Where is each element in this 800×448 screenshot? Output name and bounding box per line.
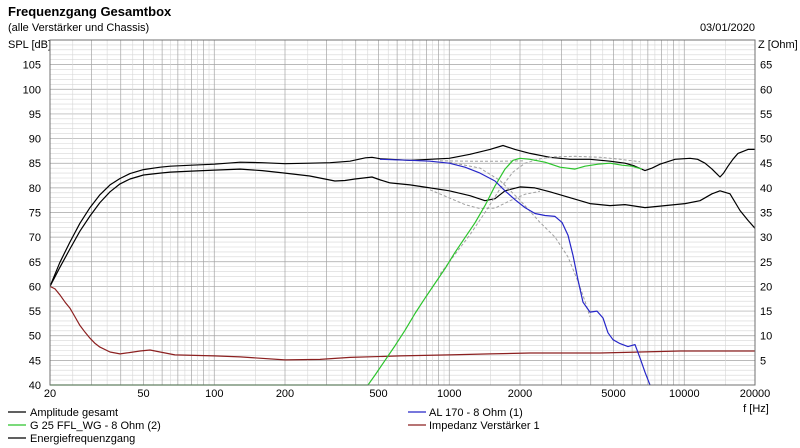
y-tick-label: 40 [29, 380, 41, 392]
x-tick-label: 20 [44, 388, 56, 400]
y2-axis-label: Z [Ohm] [758, 39, 798, 51]
y2-tick-label: 20 [760, 281, 772, 293]
y2-tick-label: 55 [760, 109, 772, 121]
x-tick-label: 5000 [601, 388, 625, 400]
x-tick-label: 200 [276, 388, 294, 400]
chart-title: Frequenzgang Gesamtbox [8, 4, 172, 19]
y2-tick-label: 50 [760, 134, 772, 146]
legend-item-g-25: G 25 FFL_WG - 8 Ohm (2) [8, 420, 161, 432]
legend-item-al-170: AL 170 - 8 Ohm (1) [408, 407, 523, 419]
tick-labels: 20 50 100 200 500 1000 2000 5000 10000 2000010510… [23, 60, 773, 400]
y2-tick-label: 15 [760, 306, 772, 318]
y2-tick-label: 45 [760, 158, 772, 170]
legend-label: Impedanz Verstärker 1 [429, 420, 540, 432]
series-line-dashed-7 [429, 189, 541, 210]
y2-tick-label: 30 [760, 232, 772, 244]
y-tick-label: 70 [29, 232, 41, 244]
x-tick-label: 100 [205, 388, 223, 400]
x-tick-label: 20000 [740, 388, 771, 400]
y2-tick-label: 40 [760, 183, 772, 195]
legend-label: Amplitude gesamt [30, 407, 118, 419]
y2-tick-label: 5 [760, 355, 766, 367]
x-tick-label: 1000 [437, 388, 461, 400]
y2-tick-label: 60 [760, 84, 772, 96]
series-line-amplitude-gesamt [49, 144, 755, 287]
y-axis-label: SPL [dB] [8, 39, 51, 51]
y-tick-label: 85 [29, 158, 41, 170]
y-tick-label: 100 [23, 84, 41, 96]
y-tick-label: 95 [29, 109, 41, 121]
legend: Amplitude gesamt AL 170 - 8 Ohm (1) G 25… [8, 407, 540, 445]
plot-frame [49, 39, 756, 386]
series-line-al-170-8-ohm-1 [379, 158, 651, 386]
y-tick-label: 105 [23, 60, 41, 72]
x-tick-label: 10000 [669, 388, 700, 400]
legend-label: Energiefrequenzgang [30, 433, 135, 445]
x-tick-label: 50 [137, 388, 149, 400]
y-tick-label: 45 [29, 355, 41, 367]
x-axis-label: f [Hz] [743, 403, 769, 415]
series-group [49, 144, 756, 386]
legend-item-amplitude-gesamt: Amplitude gesamt [8, 407, 118, 419]
y-tick-label: 65 [29, 257, 41, 269]
y-tick-label: 75 [29, 208, 41, 220]
y-tick-label: 80 [29, 183, 41, 195]
y-tick-label: 90 [29, 134, 41, 146]
series-line-g-25-ffl-wg-8-ohm-2 [50, 157, 643, 386]
legend-item-energiefrequenzgang: Energiefrequenzgang [8, 433, 135, 445]
series-line-dashed-6 [439, 155, 641, 275]
chart-subtitle: (alle Verstärker und Chassis) [8, 22, 149, 34]
legend-label: G 25 FFL_WG - 8 Ohm (2) [30, 420, 161, 432]
legend-label: AL 170 - 8 Ohm (1) [429, 407, 523, 419]
y-tick-label: 60 [29, 281, 41, 293]
grid [50, 40, 755, 385]
series-line-energiefrequenzgang [49, 168, 756, 287]
legend-item-impedanz: Impedanz Verstärker 1 [408, 420, 540, 432]
series-line-impedanz-verst-rker-1 [49, 285, 755, 361]
y2-tick-label: 10 [760, 331, 772, 343]
y2-tick-label: 25 [760, 257, 772, 269]
y-tick-label: 55 [29, 306, 41, 318]
chart-date: 03/01/2020 [700, 22, 755, 34]
y2-tick-label: 35 [760, 208, 772, 220]
x-tick-label: 500 [369, 388, 387, 400]
x-tick-label: 2000 [508, 388, 532, 400]
y2-tick-label: 65 [760, 60, 772, 72]
y-tick-label: 50 [29, 331, 41, 343]
